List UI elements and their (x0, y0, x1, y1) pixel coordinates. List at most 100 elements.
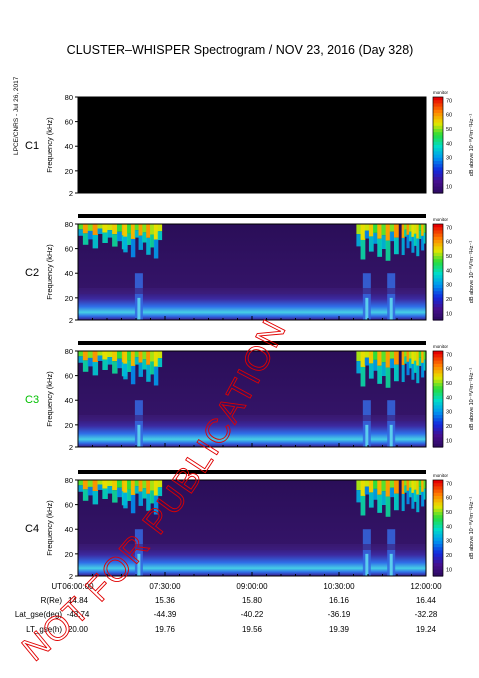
colorbar-cell (433, 383, 443, 387)
colorbar-cell (433, 518, 443, 523)
colorbar-cell (433, 489, 443, 494)
emission-cell (116, 358, 123, 369)
colorbar-cell (433, 505, 443, 510)
emission-cell (123, 351, 128, 364)
emission-cell (364, 224, 370, 231)
emission-cell (97, 484, 103, 490)
colorbar-cell (433, 316, 443, 321)
emission-cell (418, 351, 422, 358)
spacecraft-label: C2 (25, 267, 39, 279)
colorbar-cell (433, 125, 443, 130)
ephemeris-value: 19.56 (242, 625, 263, 634)
colorbar-cell (433, 230, 443, 235)
colorbar-cell (433, 256, 443, 260)
emission-cell (377, 480, 383, 495)
emission-cell (78, 480, 84, 486)
emission-cell (150, 351, 155, 362)
emission-cell (416, 365, 420, 384)
panel-c3: 2 20 40 60 80 Frequency (kHz) C3 10 20 30 40 50 60 70… (25, 341, 475, 452)
emission-cell (116, 231, 123, 242)
emission-cell (373, 488, 378, 500)
emission-cell (130, 365, 136, 385)
emission-cell (92, 480, 99, 491)
ephemeris-row: R(Re) 14.84 15.36 15.80 16.16 16.44 (41, 596, 437, 605)
colorbar-cell (433, 145, 443, 149)
colorbar-cell (433, 399, 443, 403)
emission-cell (138, 351, 143, 363)
y-axis-label: Frequency (kHz) (45, 371, 54, 427)
emission-cell (416, 494, 420, 513)
emission-cell (107, 486, 113, 494)
colorbar-cell (433, 164, 443, 168)
y-tick-label: 80 (65, 347, 73, 356)
colorbar-cell (433, 486, 443, 491)
emission-cell (404, 351, 408, 357)
emission-cell (107, 224, 113, 231)
emission-cell (381, 491, 387, 505)
emission-cell (406, 490, 410, 505)
emission-cell (413, 224, 417, 234)
colorbar-tick-label: 30 (446, 283, 452, 289)
emission-cell (423, 480, 427, 489)
emission-cell (404, 356, 408, 364)
colorbar-cell (433, 547, 443, 551)
emission-cell (413, 489, 417, 502)
colorbar-cell (433, 268, 443, 273)
colorbar-tick-label: 70 (446, 481, 452, 487)
colorbar-cell (433, 103, 443, 108)
emission-cell (78, 229, 84, 236)
colorbar-cell (433, 544, 443, 548)
emission-cell (385, 496, 391, 517)
emission-cell (389, 351, 395, 359)
emission-cell (401, 224, 405, 238)
colorbar-cell (433, 294, 443, 299)
emission-cell (78, 351, 84, 357)
emission-cell (107, 357, 113, 365)
emission-cell (356, 234, 362, 247)
emission-cell (377, 351, 383, 366)
colorbar-cell (433, 173, 443, 178)
emission-cell (123, 224, 128, 237)
colorbar-cell (433, 167, 443, 172)
colorbar-frame (432, 350, 444, 448)
emission-cell (373, 351, 378, 360)
colorbar-cell (433, 421, 443, 426)
ephemeris-label: Lat_gse(deg) (15, 610, 62, 619)
colorbar-cell (433, 157, 443, 162)
ephemeris-value: -40.22 (241, 610, 264, 619)
panel-top-bar (78, 214, 426, 218)
y-tick-label: 60 (65, 501, 73, 510)
streak (389, 424, 393, 447)
emission-cell (393, 224, 399, 238)
band (78, 288, 426, 294)
emission-cell (146, 364, 151, 382)
colorbar-tick-label: 20 (446, 553, 452, 559)
colorbar-label: dB above 10⁻⁸V²m⁻²Hz⁻¹ (468, 114, 475, 177)
ephemeris-value: -32.28 (415, 610, 438, 619)
colorbar-cell (433, 480, 443, 484)
emission-cell (142, 480, 147, 489)
emission-cell (97, 224, 103, 229)
colorbar-tick-label: 10 (446, 567, 452, 573)
colorbar-cell (433, 297, 443, 302)
colorbar-tick-label: 20 (446, 424, 452, 430)
ephemeris-label: UT (51, 582, 62, 591)
emission-cell (102, 224, 108, 233)
colorbar-tick-label: 30 (446, 156, 452, 162)
colorbar-cell (433, 132, 443, 136)
colorbar-tick-label: 30 (446, 539, 452, 545)
emission-cell (146, 224, 151, 238)
colorbar-tick-label: 10 (446, 311, 452, 317)
emission-cell (92, 351, 99, 362)
streak (134, 273, 143, 320)
panel-c1: 2 20 40 60 80 Frequency (kHz) C1 10 20 30 40 50 60 70… (25, 90, 475, 198)
colorbar-cell (433, 113, 443, 117)
emission-cell (102, 232, 108, 243)
emission-cell (153, 224, 159, 240)
colorbar-tick-label: 10 (446, 184, 452, 190)
emission-cell (364, 486, 370, 495)
emission-cell (112, 224, 118, 235)
y-tick-label: 80 (65, 220, 73, 229)
emission-cell (142, 224, 147, 233)
emission-cell (389, 224, 395, 232)
